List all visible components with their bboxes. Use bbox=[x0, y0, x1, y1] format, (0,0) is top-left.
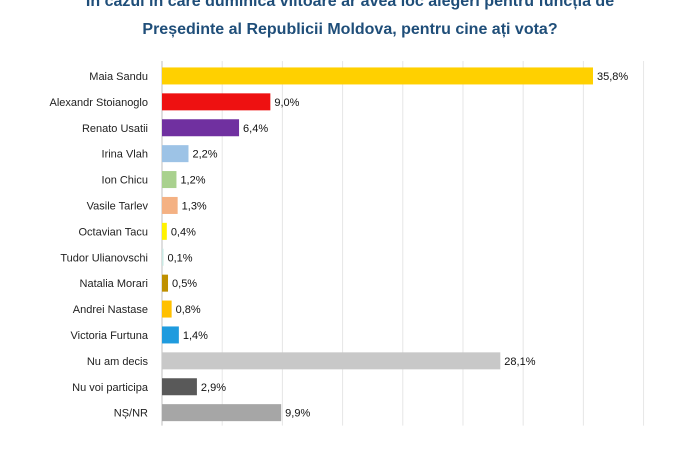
category-label: Octavian Tacu bbox=[78, 226, 148, 238]
category-label: Nu voi participa bbox=[72, 382, 149, 394]
category-label: Renato Usatii bbox=[82, 123, 148, 135]
category-label: Natalia Morari bbox=[80, 278, 148, 290]
bar bbox=[162, 300, 172, 318]
category-label: Irina Vlah bbox=[102, 149, 148, 161]
data-label: 35,8% bbox=[597, 71, 628, 83]
bar bbox=[162, 119, 240, 137]
category-label: NȘ/NR bbox=[114, 408, 148, 420]
data-label: 0,4% bbox=[171, 226, 196, 238]
data-label: 2,2% bbox=[192, 149, 217, 161]
category-label: Maia Sandu bbox=[89, 71, 148, 83]
bar bbox=[162, 378, 197, 396]
chart-title-line-1: În cazul în care duminica viitoare ar av… bbox=[85, 0, 615, 10]
data-label: 6,4% bbox=[243, 123, 268, 135]
data-label: 1,2% bbox=[180, 175, 205, 187]
data-label: 28,1% bbox=[504, 356, 535, 368]
data-label: 0,1% bbox=[168, 252, 193, 264]
bar bbox=[162, 404, 282, 422]
bar bbox=[162, 145, 189, 163]
bar bbox=[162, 274, 169, 292]
category-label: Nu am decis bbox=[87, 356, 149, 368]
data-label: 0,5% bbox=[172, 278, 197, 290]
category-label: Andrei Nastase bbox=[73, 304, 148, 316]
data-label: 0,8% bbox=[176, 304, 201, 316]
bar bbox=[162, 326, 179, 344]
bar bbox=[162, 171, 177, 189]
category-label: Tudor Ulianovschi bbox=[60, 252, 148, 264]
data-label: 1,3% bbox=[182, 200, 207, 212]
bar bbox=[162, 352, 501, 370]
data-label: 1,4% bbox=[183, 330, 208, 342]
category-label: Alexandr Stoianoglo bbox=[50, 97, 148, 109]
category-label: Victoria Furtuna bbox=[71, 330, 149, 342]
category-label: Vasile Tarlev bbox=[87, 200, 149, 212]
bar bbox=[162, 248, 164, 266]
category-label: Ion Chicu bbox=[102, 175, 148, 187]
chart-title-line-2: Președinte al Republicii Moldova, pentru… bbox=[142, 21, 558, 38]
bar bbox=[162, 222, 167, 240]
data-label: 9,0% bbox=[274, 97, 299, 109]
bar bbox=[162, 67, 593, 85]
data-label: 9,9% bbox=[285, 408, 310, 420]
bar bbox=[162, 196, 178, 214]
data-label: 2,9% bbox=[201, 382, 226, 394]
bar bbox=[162, 93, 271, 111]
